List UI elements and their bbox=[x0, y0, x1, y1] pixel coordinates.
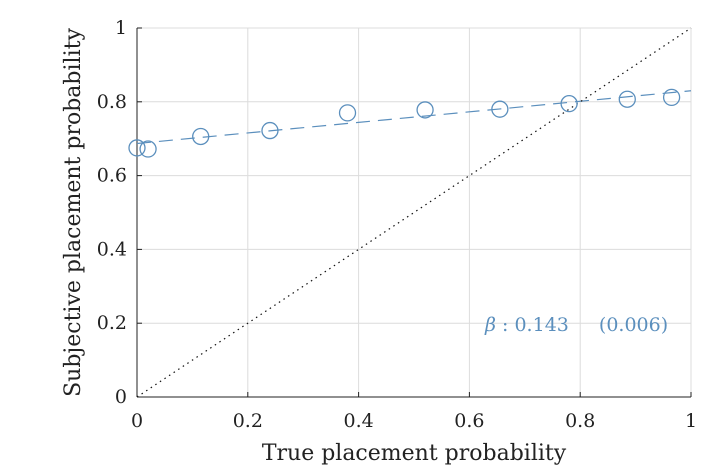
beta-annotation: β : 0.143 (0.006) bbox=[484, 314, 668, 336]
fit-line bbox=[136, 90, 692, 145]
x-tick-label: 0.6 bbox=[454, 410, 484, 432]
beta-symbol: β bbox=[484, 314, 496, 336]
beta-se: (0.006) bbox=[599, 314, 668, 336]
data-point bbox=[662, 88, 681, 107]
y-axis-label: Subjective placement probability bbox=[61, 28, 86, 397]
data-point bbox=[261, 121, 279, 140]
x-tick-label: 1 bbox=[685, 410, 697, 432]
beta-value: : 0.143 bbox=[502, 314, 569, 336]
data-point bbox=[416, 101, 434, 119]
y-tick-label: 0 bbox=[115, 386, 127, 408]
x-tick-label: 0.4 bbox=[343, 410, 373, 432]
data-point bbox=[139, 140, 157, 158]
y-tick-label: 0.2 bbox=[97, 312, 127, 334]
data-point bbox=[338, 104, 357, 122]
series bbox=[128, 27, 692, 398]
tick-labels: 0 0.2 0.4 0.6 0.8 1 0 0.2 0.4 0.6 0.8 1 bbox=[97, 17, 697, 432]
x-tick-label: 0.2 bbox=[233, 410, 263, 432]
y-tick-label: 0.4 bbox=[97, 238, 127, 260]
data-point bbox=[192, 127, 210, 146]
data-point bbox=[491, 100, 509, 118]
x-tick-label: 0 bbox=[131, 410, 143, 432]
axes bbox=[136, 27, 692, 398]
y-tick-label: 1 bbox=[115, 17, 127, 39]
data-point bbox=[560, 94, 578, 113]
x-tick-label: 0.8 bbox=[565, 410, 595, 432]
data-point bbox=[128, 139, 146, 157]
x-axis-label: True placement probability bbox=[262, 441, 567, 466]
y-tick-label: 0.6 bbox=[97, 165, 127, 187]
identity-line bbox=[136, 27, 692, 398]
y-tick-label: 0.8 bbox=[97, 91, 127, 113]
data-point bbox=[618, 90, 636, 108]
